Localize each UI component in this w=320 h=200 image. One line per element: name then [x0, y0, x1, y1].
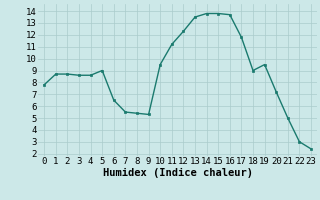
- X-axis label: Humidex (Indice chaleur): Humidex (Indice chaleur): [103, 168, 252, 178]
